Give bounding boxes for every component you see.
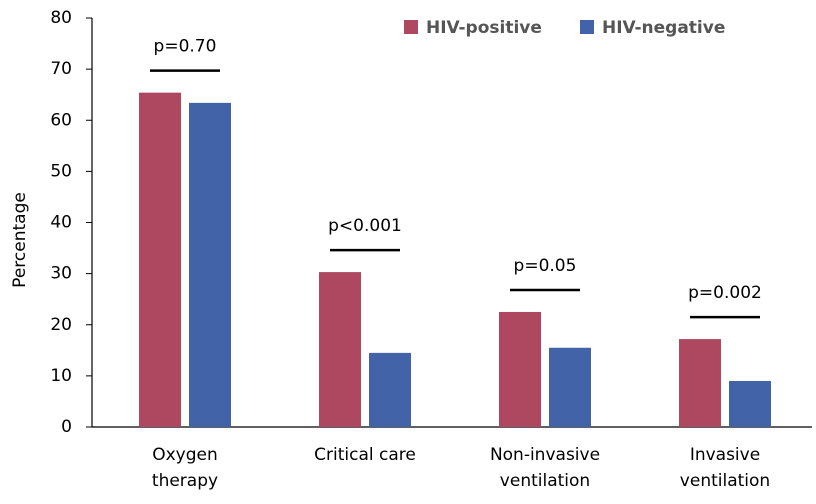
x-tick-label: Non-invasive ventilation <box>489 445 601 491</box>
bar <box>189 102 231 428</box>
bar <box>549 347 591 427</box>
x-tick-label: Oxygen therapy <box>151 445 219 491</box>
x-tick-label: Invasive ventilation <box>679 445 771 491</box>
annotation: p=0.002 <box>688 283 762 303</box>
bar <box>319 272 361 427</box>
bar <box>369 352 411 427</box>
y-tick-label: 60 <box>50 110 72 130</box>
bar <box>499 311 541 427</box>
legend-swatch <box>580 20 594 34</box>
bar <box>679 339 721 427</box>
annotation: p=0.70 <box>154 37 217 57</box>
legend-label: HIV-positive <box>426 18 542 38</box>
y-tick-label: 30 <box>50 264 72 284</box>
legend-label: HIV-negative <box>602 18 725 38</box>
y-tick-label: 40 <box>50 213 72 233</box>
y-tick-label: 0 <box>61 417 72 437</box>
y-tick-label: 70 <box>50 59 72 79</box>
y-tick-label: 80 <box>50 8 72 28</box>
legend-swatch <box>404 20 418 34</box>
y-tick-label: 10 <box>50 366 72 386</box>
y-tick-label: 50 <box>50 161 72 181</box>
x-tick-label: Critical care <box>314 445 416 465</box>
annotation: p=0.05 <box>514 256 577 276</box>
bar <box>729 380 771 427</box>
y-axis-label: Percentage <box>10 192 30 288</box>
y-tick-label: 20 <box>50 315 72 335</box>
bar <box>139 92 181 427</box>
annotation: p<0.001 <box>328 216 402 236</box>
